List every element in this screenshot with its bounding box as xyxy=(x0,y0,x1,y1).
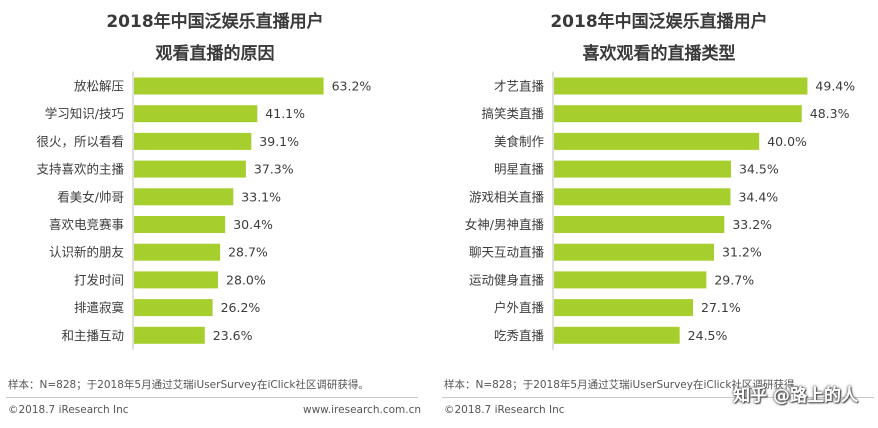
sample-note-left: 样本：N=828；于2018年5月通过艾瑞iUserSurvey在iClick社… xyxy=(8,379,369,391)
category-label: 支持喜欢的主播 xyxy=(36,162,124,177)
data-label: 26.2% xyxy=(221,300,261,315)
bar xyxy=(554,105,802,123)
category-label: 运动健身直播 xyxy=(469,272,545,287)
category-label: 看美女/帅哥 xyxy=(57,189,124,204)
bar xyxy=(134,326,205,344)
copyright-right: ©2018.7 iResearch Inc xyxy=(444,404,565,416)
data-label: 29.7% xyxy=(714,272,754,287)
category-label: 认识新的朋友 xyxy=(49,245,124,260)
data-label: 33.1% xyxy=(241,189,281,204)
data-label: 30.4% xyxy=(233,217,273,232)
category-label: 吃秀直播 xyxy=(494,328,545,343)
watermark: 知乎 @路上的人 xyxy=(733,386,858,406)
sample-note-right: 样本：N=828；于2018年5月通过艾瑞iUserSurvey在iClick社… xyxy=(444,379,805,391)
bar-chart-left: 放松解压 63.2% 学习知识/技巧 41.1% 很火，所以看看 39.1% 支持喜欢的主播… xyxy=(36,71,372,350)
data-label: 37.3% xyxy=(254,162,294,177)
data-label: 63.2% xyxy=(332,79,372,94)
bar xyxy=(554,132,760,150)
bar xyxy=(554,243,715,261)
bar xyxy=(134,299,213,317)
chart-title-left: 2018年中国泛娱乐直播用户 观看直播的原因 xyxy=(0,6,430,70)
category-label: 美食制作 xyxy=(494,134,545,149)
chart-title-right: 2018年中国泛娱乐直播用户 喜欢观看的直播类型 xyxy=(440,6,878,70)
bar xyxy=(134,160,246,178)
data-label: 31.2% xyxy=(722,245,762,260)
website-left: www.iresearch.com.cn xyxy=(303,404,422,416)
category-label: 才艺直播 xyxy=(494,79,545,94)
category-label: 打发时间 xyxy=(74,272,124,287)
bar xyxy=(554,188,731,206)
copyright-left: ©2018.7 iResearch Inc xyxy=(8,404,129,416)
chart-title-line1: 2018年中国泛娱乐直播用户 xyxy=(106,12,324,32)
bar xyxy=(134,216,226,233)
chart-title-line1: 2018年中国泛娱乐直播用户 xyxy=(550,12,768,32)
bar xyxy=(134,132,252,150)
bar-chart-right: 才艺直播 49.4% 搞笑类直播 48.3% 美食制作 40.0% 明星直播 34.5% 游戏相… xyxy=(465,71,855,350)
category-label: 排遣寂寞 xyxy=(74,300,125,315)
data-label: 33.2% xyxy=(732,217,772,232)
bar xyxy=(134,243,221,261)
data-label: 48.3% xyxy=(810,106,850,121)
data-label: 49.4% xyxy=(815,79,855,94)
data-label: 23.6% xyxy=(213,328,253,343)
data-label: 34.5% xyxy=(739,162,779,177)
bar xyxy=(134,77,324,95)
category-label: 喜欢电竞赛事 xyxy=(49,217,124,232)
bar xyxy=(134,105,258,123)
bar xyxy=(554,326,680,344)
bar xyxy=(134,188,234,206)
bar xyxy=(134,271,218,289)
footer-divider-left xyxy=(6,397,418,398)
data-label: 27.1% xyxy=(701,300,741,315)
category-label: 很火，所以看看 xyxy=(36,134,124,149)
bar xyxy=(554,160,731,178)
data-label: 28.0% xyxy=(226,272,266,287)
category-label: 女神/男神直播 xyxy=(465,217,545,232)
chart-panel-right: 2018年中国泛娱乐直播用户 喜欢观看的直播类型 才艺直播 49.4% 搞笑类直播 4… xyxy=(440,0,878,428)
category-label: 游戏相关直播 xyxy=(469,189,545,204)
category-label: 搞笑类直播 xyxy=(481,106,544,121)
category-label: 明星直播 xyxy=(494,162,545,177)
category-label: 户外直播 xyxy=(494,300,545,315)
category-label: 聊天互动直播 xyxy=(469,245,545,260)
data-label: 39.1% xyxy=(259,134,299,149)
data-label: 41.1% xyxy=(265,106,305,121)
data-label: 24.5% xyxy=(688,328,728,343)
category-label: 学习知识/技巧 xyxy=(45,106,124,121)
chart-title-line2: 观看直播的原因 xyxy=(155,44,275,64)
bar xyxy=(554,77,808,95)
footer-divider-right xyxy=(442,397,874,398)
data-label: 28.7% xyxy=(228,245,268,260)
category-label: 和主播互动 xyxy=(61,328,124,343)
data-label: 40.0% xyxy=(767,134,807,149)
data-label: 34.4% xyxy=(738,189,778,204)
chart-title-line2: 喜欢观看的直播类型 xyxy=(582,44,736,64)
bar xyxy=(554,299,694,317)
bar xyxy=(554,271,707,289)
bar xyxy=(554,216,725,233)
category-label: 放松解压 xyxy=(74,79,124,94)
chart-panel-left: 2018年中国泛娱乐直播用户 观看直播的原因 放松解压 63.2% 学习知识/技巧 4… xyxy=(0,0,430,428)
